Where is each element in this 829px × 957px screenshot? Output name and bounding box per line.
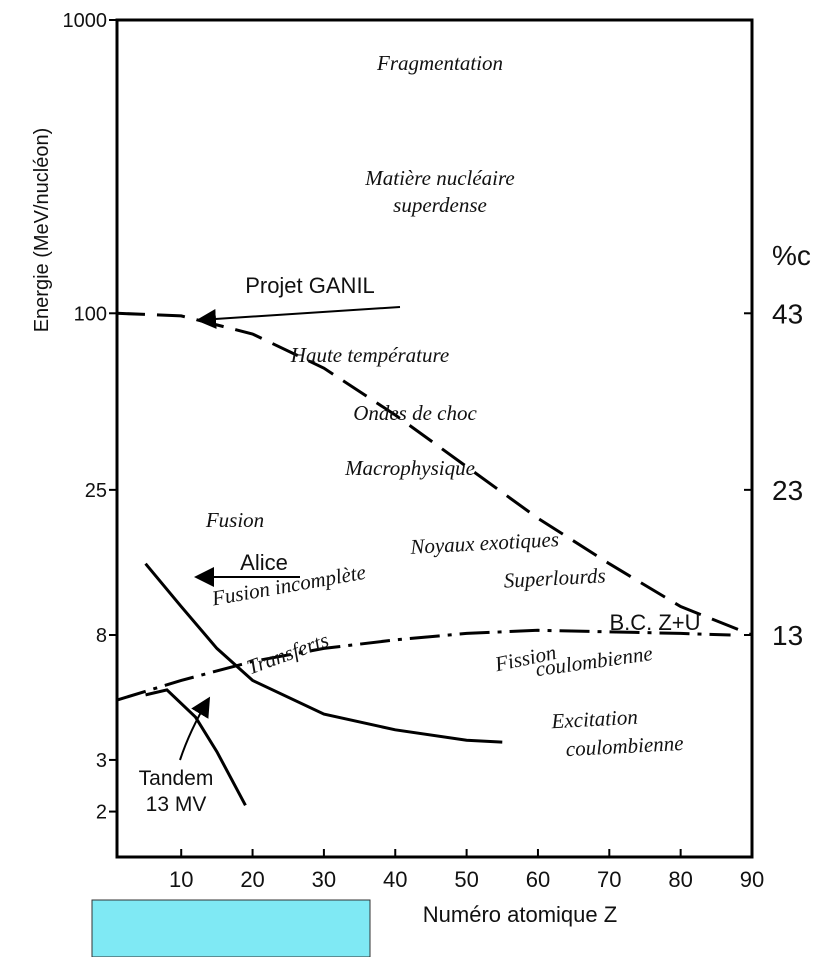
arrow (196, 306, 401, 329)
series-label: B.C. Z+U (609, 610, 700, 635)
annotation: Superlourds (503, 563, 606, 592)
x-axis-label: Numéro atomique Z (423, 902, 617, 927)
x-tick-label: 90 (740, 867, 764, 892)
x-tick-label: 70 (597, 867, 621, 892)
annotation: Ondes de choc (353, 401, 477, 425)
x-tick-label: 20 (240, 867, 264, 892)
arrow (179, 696, 211, 761)
x-tick-label: 50 (454, 867, 478, 892)
y2-tick-label: 13 (772, 620, 803, 651)
annotation: Fusion incomplète (209, 560, 368, 611)
y-axis-label: Energie (MeV/nucléon) (31, 128, 53, 333)
annotation: Haute température (290, 343, 449, 367)
annotation: Transferts (243, 628, 331, 680)
series-line (116, 628, 731, 702)
series-label: Alice (240, 550, 288, 575)
series-line (145, 688, 247, 807)
x-tick-label: 80 (668, 867, 692, 892)
x-tick-label: 60 (526, 867, 550, 892)
x-tick-label: 10 (169, 867, 193, 892)
annotation: Fusion (205, 508, 264, 532)
annotation: superdense (393, 193, 487, 217)
annotation: Noyaux exotiques (409, 527, 560, 559)
annotation: Matière nucléaire (364, 166, 514, 190)
y-tick-label: 3 (96, 750, 107, 772)
series-label: Projet GANIL (245, 273, 375, 298)
blue-box (91, 899, 371, 957)
series-line (144, 562, 503, 744)
series-label: Tandem 13 MV (138, 767, 214, 816)
series-line (116, 311, 753, 637)
annotation: Macrophysique (344, 456, 475, 480)
annotation: Fragmentation (376, 51, 503, 75)
y-tick-label: 25 (85, 480, 107, 502)
y-tick-label: 2 (96, 802, 107, 824)
y-tick-label: 100 (74, 303, 107, 325)
x-tick-label: 40 (383, 867, 407, 892)
y2-axis-label: %c (772, 240, 811, 271)
y2-tick-label: 43 (772, 298, 803, 329)
x-tick-label: 30 (312, 867, 336, 892)
y-tick-label: 1000 (63, 10, 108, 32)
annotation: Excitation (550, 705, 638, 734)
y2-tick-label: 23 (772, 475, 803, 506)
y-tick-label: 8 (96, 625, 107, 647)
annotation: coulombienne (565, 731, 684, 761)
plot-frame (115, 18, 754, 859)
